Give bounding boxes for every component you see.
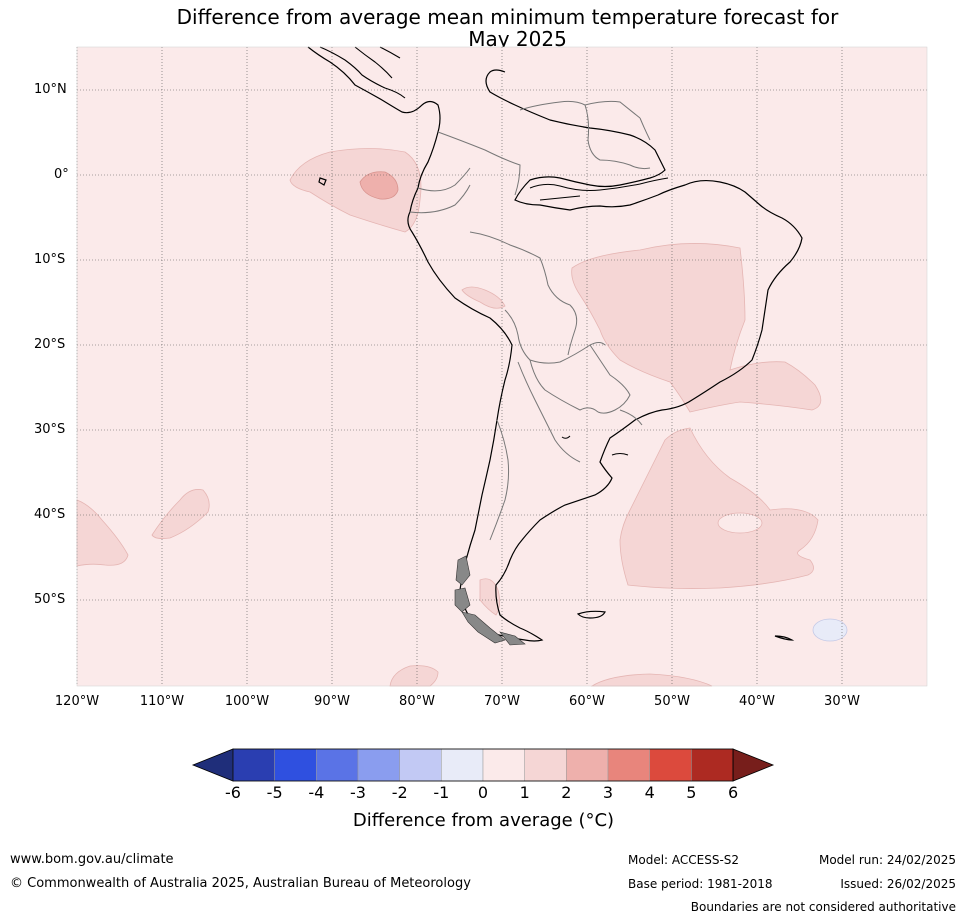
graticule <box>76 47 927 686</box>
lon-label-100w: 100°W <box>224 694 270 709</box>
colorbar-tick: 5 <box>686 783 697 802</box>
lat-label-20s: 20°S <box>34 337 66 352</box>
lon-label-50w: 50°W <box>654 694 690 709</box>
lat-label-10n: 10°N <box>34 82 67 97</box>
colorbar-outline <box>232 748 734 782</box>
anomaly-region-equatorial-pacific <box>289 148 422 233</box>
colorbar-segment <box>566 748 609 782</box>
model-name: Model: ACCESS-S2 <box>628 853 740 867</box>
website-link[interactable]: www.bom.gov.au/climate <box>10 852 174 867</box>
colorbar-tick: -3 <box>350 783 366 802</box>
boundaries-disclaimer: Boundaries are not considered authoritat… <box>690 900 956 914</box>
colorbar-segment <box>274 748 317 782</box>
colorbar-tick: 0 <box>477 783 489 802</box>
anomaly-region-south-edge <box>389 665 439 687</box>
colorbar-segment <box>607 748 650 782</box>
anomaly-region-galapagos-warm <box>359 171 399 200</box>
anomaly-regions <box>76 148 822 687</box>
chart-title-line-1: Difference from average mean minimum tem… <box>176 5 839 29</box>
anomaly-region-cool-atlantic <box>812 618 848 642</box>
colorbar-segment <box>399 748 442 782</box>
lon-label-40w: 40°W <box>739 694 775 709</box>
chilean-archipelago <box>454 555 526 646</box>
colorbar-tick: -4 <box>308 783 325 802</box>
anomaly-region-south-atlantic <box>619 427 819 589</box>
colorbar-tick: -2 <box>391 783 408 802</box>
colorbar-extend-high <box>732 748 775 782</box>
anomaly-region-patagonia <box>479 578 500 616</box>
inland-water <box>529 177 669 456</box>
lon-label-120w: 120°W <box>54 694 100 709</box>
south-america-coastline <box>307 46 803 642</box>
falkland-islands <box>576 610 606 619</box>
lat-label-0: 0° <box>54 167 69 182</box>
colorbar-tick: 1 <box>519 783 530 802</box>
south-georgia <box>774 635 795 641</box>
lat-label-10s: 10°S <box>34 252 66 267</box>
colorbar-segment <box>316 748 359 782</box>
lat-label-40s: 40°S <box>34 507 66 522</box>
lon-label-110w: 110°W <box>139 694 185 709</box>
issued-date: Issued: 26/02/2025 <box>840 877 956 891</box>
lon-label-60w: 60°W <box>569 694 605 709</box>
anomaly-region-brazil <box>571 243 822 413</box>
copyright-text: © Commonwealth of Australia 2025, Austra… <box>10 876 471 891</box>
lat-label-30s: 30°S <box>34 422 66 437</box>
lon-label-80w: 80°W <box>399 694 435 709</box>
anomaly-region-southeast-pacific <box>151 489 210 539</box>
colorbar-tick: 4 <box>644 783 655 802</box>
colorbar-tick: -5 <box>266 783 283 802</box>
lon-label-90w: 90°W <box>314 694 350 709</box>
base-period: Base period: 1981-2018 <box>628 877 773 891</box>
anomaly-region-south-edge-east <box>590 673 713 687</box>
colorbar-segment <box>482 748 525 782</box>
colorbar-segment <box>649 748 692 782</box>
anomaly-region-far-southwest <box>76 499 129 567</box>
colorbar-tick: -6 <box>225 783 241 802</box>
colorbar-segment <box>691 748 734 782</box>
lon-label-30w: 30°W <box>824 694 860 709</box>
islands <box>318 177 795 641</box>
colorbar-segment <box>524 748 567 782</box>
lat-label-50s: 50°S <box>34 592 66 607</box>
colorbar-label: Difference from average (°C) <box>352 810 615 831</box>
anomaly-region-hole <box>717 512 763 534</box>
colorbar-segment <box>357 748 400 782</box>
colorbar-tick: 6 <box>727 783 739 802</box>
colorbar-segment <box>232 748 275 782</box>
colorbar <box>191 748 775 782</box>
anomaly-region-peru <box>461 286 506 309</box>
country-borders <box>409 100 651 541</box>
colorbar-tick: 2 <box>561 783 572 802</box>
colorbar-segment <box>441 748 484 782</box>
colorbar-tick: -1 <box>433 783 450 802</box>
central-america-coastline <box>319 46 406 99</box>
lon-label-70w: 70°W <box>484 694 520 709</box>
model-run-date: Model run: 24/02/2025 <box>818 853 956 867</box>
colorbar-extend-low <box>191 748 234 782</box>
map-frame <box>76 46 928 687</box>
colorbar-tick: 3 <box>602 783 614 802</box>
